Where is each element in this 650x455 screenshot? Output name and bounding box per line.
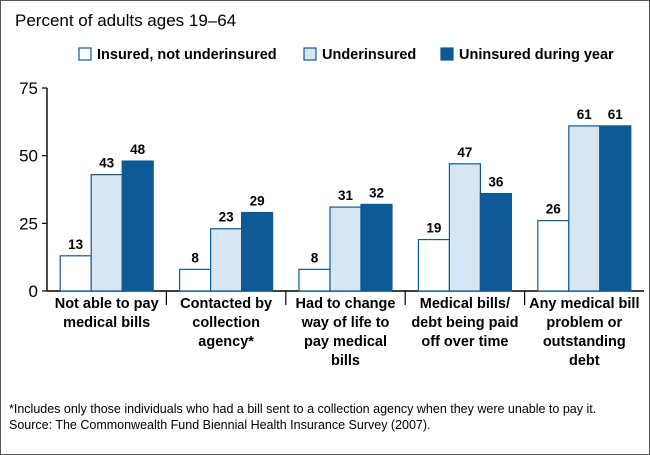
footnote-source: Source: The Commonwealth Fund Biennial H…	[9, 418, 431, 432]
value-labels: 13 43 48 8 23 29 8 31 32 19 47 36 26 61 61	[68, 107, 623, 265]
value-label-insured-not-underinsured: 19	[426, 221, 441, 236]
value-label-insured-not-underinsured: 8	[311, 250, 319, 265]
value-label-uninsured-during-year: 48	[130, 142, 146, 157]
bar-underinsured	[448, 163, 481, 292]
category-label-line: problem or	[546, 315, 622, 331]
category-label-line: Medical bills/	[420, 296, 510, 312]
footnote-collection: *Includes only those individuals who had…	[9, 402, 597, 416]
category-label-line: Had to change	[296, 296, 396, 312]
bar-insured-not-underinsured	[537, 220, 570, 292]
value-label-uninsured-during-year: 29	[250, 194, 265, 209]
category-label-line: bills	[331, 353, 360, 369]
value-label-insured-not-underinsured: 26	[546, 202, 562, 217]
category-label-line: debt	[569, 353, 600, 369]
category-label-line: Contacted by	[180, 296, 272, 312]
y-tick-label-50: 50	[19, 147, 38, 166]
value-label-uninsured-during-year: 36	[488, 175, 504, 190]
category-label: Not able to pay medical bills	[55, 296, 159, 331]
category-label-line: debt being paid	[411, 315, 518, 331]
category-labels: Not able to pay medical bills Contacted by…	[55, 296, 640, 369]
bar-insured-not-underinsured	[179, 268, 212, 292]
category-label: Medical bills/debt being paid off over ti…	[411, 296, 518, 350]
bar-insured-not-underinsured	[59, 255, 92, 292]
category-label: Any medical bill problem or outstanding deb…	[529, 296, 639, 369]
category-label: Had to change way of life to pay medical bi…	[296, 296, 396, 369]
category-label-line: collection	[192, 315, 260, 331]
bar-underinsured	[568, 125, 601, 292]
bar-uninsured-during-year	[121, 160, 154, 292]
bars	[59, 125, 632, 292]
category-label-line: Any medical bill	[529, 296, 639, 312]
value-label-uninsured-during-year: 61	[608, 107, 624, 122]
value-label-insured-not-underinsured: 8	[191, 250, 199, 265]
legend-swatch-underinsured	[303, 47, 317, 61]
bar-chart: Percent of adults ages 19–64 Insured, no…	[15, 11, 644, 369]
value-label-uninsured-during-year: 32	[369, 185, 384, 200]
value-label-underinsured: 43	[99, 156, 115, 171]
value-label-underinsured: 23	[219, 210, 235, 225]
legend: Insured, not underinsured Underinsured Uni…	[78, 47, 614, 63]
bar-uninsured-during-year	[599, 125, 632, 292]
category-label-line: agency*	[198, 334, 254, 350]
bar-insured-not-underinsured	[298, 268, 331, 292]
legend-swatch-uninsured-during-year	[440, 47, 454, 61]
bar-underinsured	[329, 206, 362, 292]
category-label: Contacted by collection agency*	[180, 296, 272, 350]
category-label-line: Not able to pay	[55, 296, 159, 312]
category-label-line: medical bills	[63, 315, 150, 331]
y-tick-label-75: 75	[19, 79, 38, 98]
category-label-line: way of life to	[301, 315, 390, 331]
legend-label-uninsured-during-year: Uninsured during year	[459, 47, 614, 63]
legend-label-insured-not-underinsured: Insured, not underinsured	[97, 47, 277, 63]
bar-uninsured-during-year	[241, 211, 274, 292]
value-label-insured-not-underinsured: 13	[68, 237, 84, 252]
value-label-underinsured: 61	[577, 107, 593, 122]
bar-underinsured	[210, 228, 243, 292]
legend-label-underinsured: Underinsured	[322, 47, 416, 63]
y-tick-label-0: 0	[29, 282, 38, 301]
footnotes: *Includes only those individuals who had…	[9, 401, 645, 433]
value-label-underinsured: 31	[338, 188, 354, 203]
bar-uninsured-during-year	[479, 192, 512, 292]
bar-insured-not-underinsured	[417, 238, 450, 292]
y-tick-label-25: 25	[19, 214, 38, 233]
legend-swatch-insured-not-underinsured	[78, 47, 92, 61]
category-label-line: outstanding	[543, 334, 626, 350]
chart-subtitle: Percent of adults ages 19–64	[15, 11, 236, 30]
bar-underinsured	[90, 174, 123, 292]
bar-uninsured-during-year	[360, 203, 393, 292]
category-label-line: pay medical	[304, 334, 387, 350]
category-label-line: off over time	[421, 334, 508, 350]
value-label-underinsured: 47	[457, 145, 472, 160]
